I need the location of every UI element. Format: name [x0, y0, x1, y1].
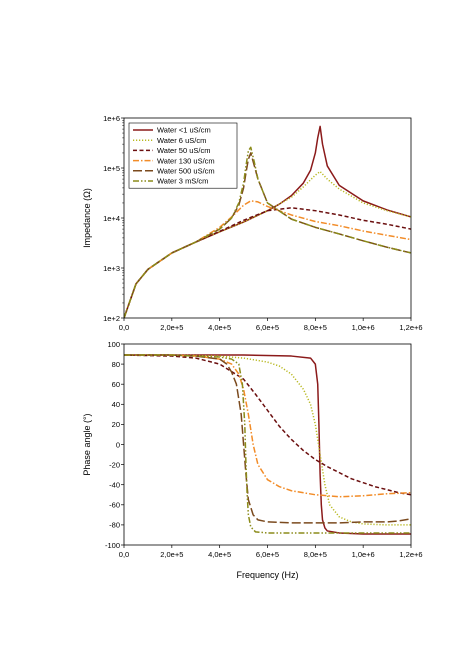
y-tick-label: 80 [112, 360, 120, 369]
series-line-2 [124, 354, 411, 526]
y-tick-label: 60 [112, 380, 120, 389]
legend-label-6: Water 3 mS/cm [157, 177, 208, 186]
x-tick-label: 6,0e+5 [256, 323, 279, 332]
y-tick-label: 1e+3 [103, 264, 120, 273]
series-group [124, 125, 411, 318]
y-tick-label: 1e+6 [103, 114, 120, 123]
legend-box [128, 122, 238, 189]
series-line-5 [124, 354, 411, 524]
x-tick-label: 1,0e+6 [352, 550, 375, 559]
y-tick-label: 100 [107, 340, 120, 349]
x-tick-label: 2,0e+5 [160, 323, 183, 332]
series-group [124, 354, 411, 535]
y-tick-label: 0 [116, 440, 120, 449]
x-tick-label: 1,0e+6 [352, 323, 375, 332]
x-tick-label: 0,0 [119, 323, 129, 332]
series-line-4 [124, 354, 411, 498]
x-axis-label: Frequency (Hz) [236, 570, 298, 580]
y-tick-label: -80 [109, 521, 120, 530]
y-tick-label: -40 [109, 481, 120, 490]
y-tick-label: 1e+5 [103, 164, 120, 173]
x-tick-label: 4,0e+5 [208, 323, 231, 332]
series-line-1 [124, 354, 411, 535]
y-tick-label: 1e+4 [103, 214, 120, 223]
series-line-6 [124, 146, 411, 318]
y-tick-label: -60 [109, 501, 120, 510]
series-line-3 [124, 207, 411, 318]
phase-panel: 0,0 2,0e+5 4,0e+5 6,0e+5 8,0e+5 1,0e+6 1,2e+6 -… [82, 340, 423, 580]
x-tick-label: 1,2e+6 [399, 323, 422, 332]
legend-label-5: Water 500 uS/cm [157, 167, 215, 176]
y-tick-label: -20 [109, 460, 120, 469]
x-tick-label: 8,0e+5 [304, 550, 327, 559]
y-tick-label: 20 [112, 420, 120, 429]
legend-label-2: Water 6 uS/cm [157, 136, 206, 145]
y-tick-label: 40 [112, 400, 120, 409]
y-axis-label: Phase angle (°) [82, 413, 92, 475]
series-line-6 [124, 354, 411, 534]
x-tick-label: 1,2e+6 [399, 550, 422, 559]
y-axis-label: Impedance (Ω) [82, 188, 92, 248]
y-tick-label: 1e+2 [103, 314, 120, 323]
legend-label-4: Water 130 uS/cm [157, 156, 215, 165]
x-tick-label: 0,0 [119, 550, 129, 559]
impedance-panel: 0,0 2,0e+5 4,0e+5 6,0e+5 8,0e+5 1,0e+6 1,2e+6 1… [82, 114, 423, 332]
series-line-4 [124, 200, 411, 318]
legend-label-1: Water <1 uS/cm [157, 126, 211, 135]
y-tick-label: -100 [105, 541, 120, 550]
series-line-3 [124, 354, 411, 496]
x-tick-label: 8,0e+5 [304, 323, 327, 332]
series-line-2 [124, 170, 411, 318]
x-tick-label: 4,0e+5 [208, 550, 231, 559]
legend-label-3: Water 50 uS/cm [157, 146, 211, 155]
plot-frame [123, 343, 412, 546]
x-tick-label: 2,0e+5 [160, 550, 183, 559]
x-tick-label: 6,0e+5 [256, 550, 279, 559]
